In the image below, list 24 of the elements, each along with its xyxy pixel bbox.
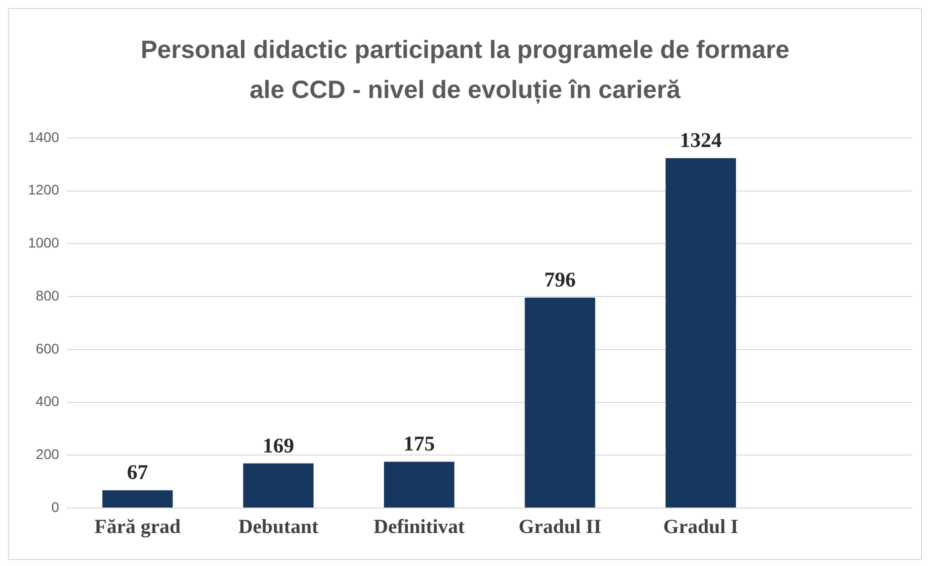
y-tick-label: 200 xyxy=(36,446,60,462)
y-tick-label: 800 xyxy=(36,287,60,304)
data-label: 67 xyxy=(127,460,148,484)
y-tick-label: 600 xyxy=(36,340,60,356)
y-tick-label: 400 xyxy=(36,393,60,410)
data-label: 175 xyxy=(403,432,435,456)
y-tick-label: 1400 xyxy=(28,128,60,145)
bar xyxy=(524,298,596,508)
x-tick-label: Gradul I xyxy=(663,516,739,538)
x-tick-label: Fără grad xyxy=(94,516,181,538)
y-tick-label: 1200 xyxy=(28,182,60,198)
bar xyxy=(384,462,454,508)
data-label: 169 xyxy=(262,433,294,458)
x-tick-label: Debutant xyxy=(238,516,319,538)
x-tick-label: Gradul II xyxy=(518,516,602,538)
y-tick-label: 0 xyxy=(51,498,60,515)
bar xyxy=(102,490,173,508)
y-tick-label: 1000 xyxy=(28,234,60,251)
chart-title: Personal didactic participant la programele de formare ale CCD - nivel de evoluție în carieră xyxy=(140,35,790,106)
bar xyxy=(243,463,314,508)
x-tick-label: Definitivat xyxy=(374,516,466,538)
data-label: 796 xyxy=(544,268,576,292)
bar xyxy=(666,158,736,508)
data-label: 1324 xyxy=(680,128,722,152)
